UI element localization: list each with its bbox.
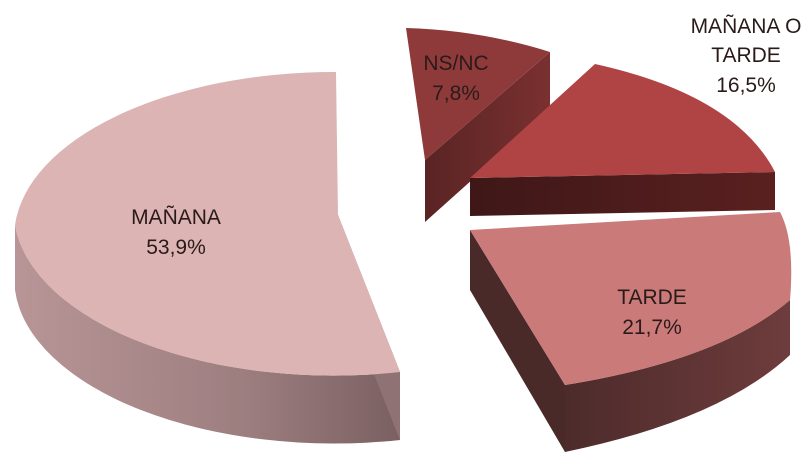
label-manana-o-tarde-line2: TARDE bbox=[711, 44, 781, 67]
pie-slice-manana-o-tarde-side bbox=[470, 172, 775, 216]
pie-slice-nsnc bbox=[406, 28, 550, 222]
pie-slice-tarde-side bbox=[565, 300, 790, 452]
pie-slice-manana-o-tarde bbox=[470, 64, 775, 216]
label-manana-o-tarde-line1: MAÑANA O bbox=[691, 14, 802, 38]
pie-slice-tarde-top bbox=[470, 212, 792, 385]
pie-slice-nsnc-side bbox=[425, 52, 550, 222]
value-manana-o-tarde: 16,5% bbox=[716, 74, 776, 97]
pie-slice-tarde bbox=[470, 212, 792, 452]
pie-slice-tarde-side-left bbox=[470, 230, 565, 452]
value-nsnc: 7,8% bbox=[432, 82, 480, 105]
pie-slice-manana-o-tarde-top bbox=[470, 64, 775, 178]
pie-slice-manana-side bbox=[15, 225, 400, 444]
label-manana: MAÑANA bbox=[131, 205, 221, 229]
pie-slice-manana-top bbox=[15, 71, 400, 376]
pie-slice-manana bbox=[15, 71, 400, 444]
label-tarde: TARDE bbox=[617, 286, 687, 309]
value-tarde: 21,7% bbox=[622, 316, 682, 339]
value-manana: 53,9% bbox=[146, 236, 206, 259]
label-nsnc: NS/NC bbox=[423, 52, 488, 75]
pie-slice-nsnc-top bbox=[406, 28, 550, 160]
